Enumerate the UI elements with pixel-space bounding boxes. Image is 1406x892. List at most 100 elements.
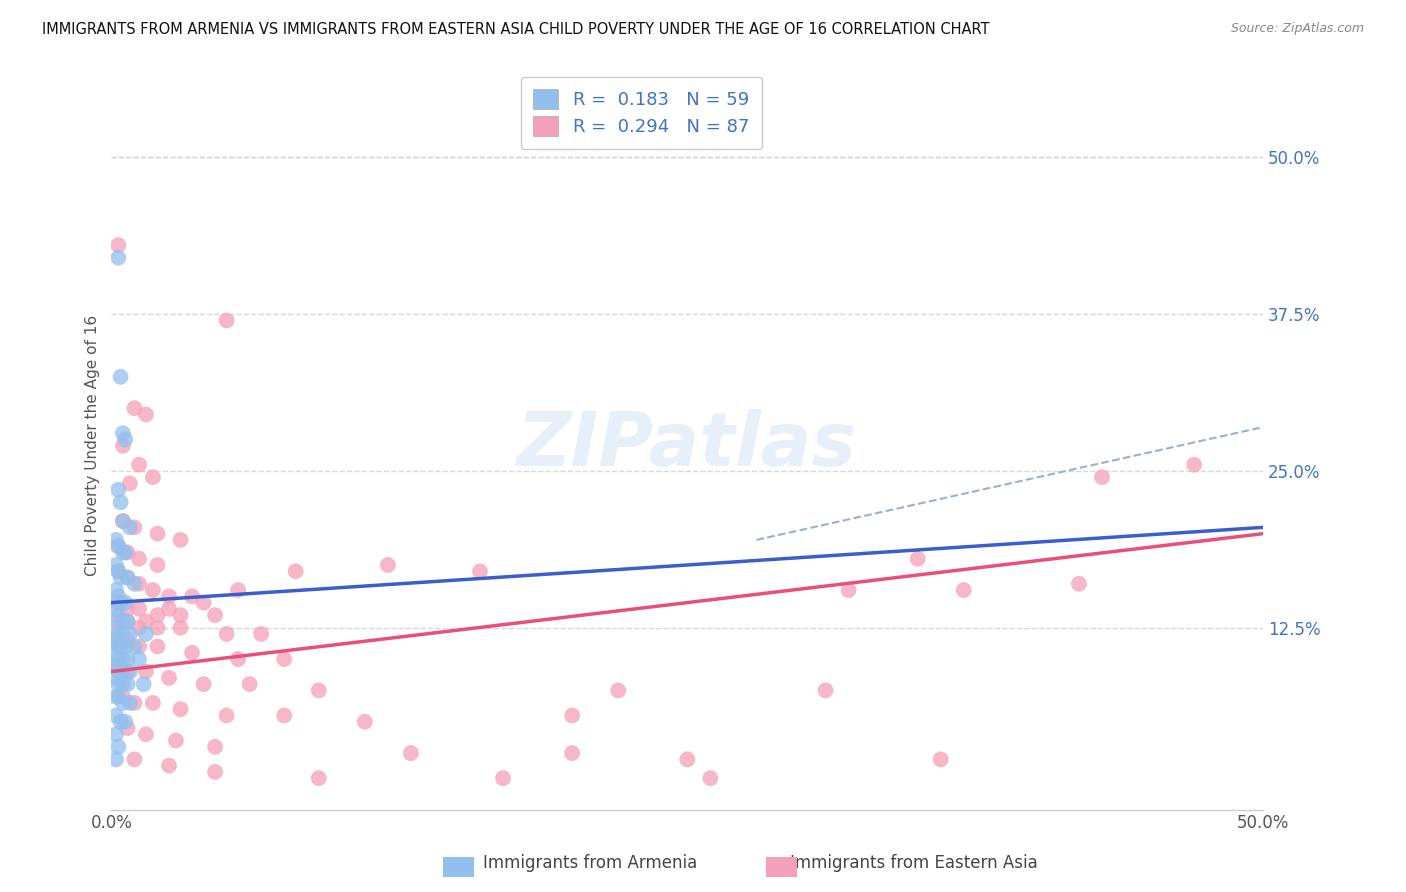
Point [117, 602, 139, 616]
Point [128, 576, 150, 591]
Point [952, 583, 974, 598]
Point [157, 590, 180, 604]
Point [117, 677, 139, 691]
Point [157, 758, 180, 772]
Point [1091, 470, 1114, 484]
Point [117, 545, 139, 559]
Point [142, 696, 165, 710]
Point [699, 771, 721, 785]
Point [273, 652, 295, 666]
Point [111, 514, 134, 528]
Text: ZIPatlas: ZIPatlas [517, 409, 858, 483]
Point [107, 665, 129, 679]
Point [107, 608, 129, 623]
Point [111, 439, 134, 453]
Point [111, 426, 134, 441]
Point [107, 483, 129, 497]
Point [111, 514, 134, 528]
Point [907, 551, 929, 566]
Point [111, 677, 134, 691]
Point [107, 652, 129, 666]
Point [105, 752, 128, 766]
Point [135, 627, 157, 641]
Point [929, 752, 952, 766]
Point [111, 652, 134, 666]
Point [118, 476, 141, 491]
Point [181, 590, 204, 604]
Point [111, 696, 134, 710]
Point [107, 539, 129, 553]
Point [215, 708, 238, 723]
Point [117, 633, 139, 648]
Point [107, 690, 129, 704]
Point [561, 746, 583, 760]
Point [169, 533, 191, 547]
Point [181, 646, 204, 660]
Point [118, 696, 141, 710]
Point [105, 633, 128, 648]
Point [124, 520, 146, 534]
Point [111, 545, 134, 559]
Point [105, 727, 128, 741]
Point [142, 470, 165, 484]
Point [204, 739, 226, 754]
Point [110, 596, 132, 610]
Point [114, 640, 136, 654]
Point [105, 583, 128, 598]
Point [250, 627, 273, 641]
Point [215, 627, 238, 641]
Point [107, 596, 129, 610]
Point [114, 714, 136, 729]
Point [353, 714, 375, 729]
Point [273, 708, 295, 723]
Text: Immigrants from Armenia: Immigrants from Armenia [484, 855, 697, 872]
Point [193, 596, 215, 610]
Point [107, 658, 129, 673]
Point [146, 621, 169, 635]
Point [107, 633, 129, 648]
Point [117, 615, 139, 629]
Point [128, 652, 150, 666]
Point [561, 708, 583, 723]
Point [169, 702, 191, 716]
Point [308, 771, 330, 785]
Legend: R =  0.183   N = 59, R =  0.294   N = 87: R = 0.183 N = 59, R = 0.294 N = 87 [520, 77, 762, 149]
Point [118, 520, 141, 534]
Point [111, 615, 134, 629]
Point [157, 602, 180, 616]
Point [117, 665, 139, 679]
Point [132, 677, 155, 691]
Point [239, 677, 262, 691]
Point [114, 596, 136, 610]
Point [128, 551, 150, 566]
Point [117, 570, 139, 584]
Point [107, 564, 129, 578]
Point [110, 369, 132, 384]
Point [107, 739, 129, 754]
Point [107, 590, 129, 604]
Point [157, 671, 180, 685]
Point [226, 652, 249, 666]
Point [110, 570, 132, 584]
Point [107, 627, 129, 641]
Point [110, 640, 132, 654]
Point [135, 727, 157, 741]
Y-axis label: Child Poverty Under the Age of 16: Child Poverty Under the Age of 16 [86, 315, 100, 576]
Point [128, 621, 150, 635]
Point [146, 640, 169, 654]
Point [107, 564, 129, 578]
Text: Immigrants from Eastern Asia: Immigrants from Eastern Asia [790, 855, 1038, 872]
Point [838, 583, 860, 598]
Point [107, 615, 129, 629]
Point [128, 602, 150, 616]
Point [215, 313, 238, 327]
Point [105, 646, 128, 660]
Point [169, 621, 191, 635]
Point [107, 238, 129, 252]
Point [128, 640, 150, 654]
Text: IMMIGRANTS FROM ARMENIA VS IMMIGRANTS FROM EASTERN ASIA CHILD POVERTY UNDER THE : IMMIGRANTS FROM ARMENIA VS IMMIGRANTS FR… [42, 22, 990, 37]
Point [204, 608, 226, 623]
Point [105, 602, 128, 616]
Point [118, 665, 141, 679]
Point [117, 570, 139, 584]
